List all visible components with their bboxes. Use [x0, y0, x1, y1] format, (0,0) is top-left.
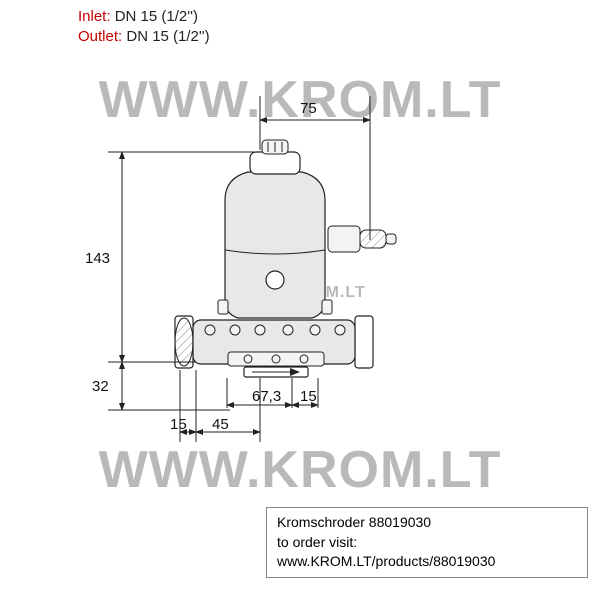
technical-drawing [0, 0, 600, 600]
